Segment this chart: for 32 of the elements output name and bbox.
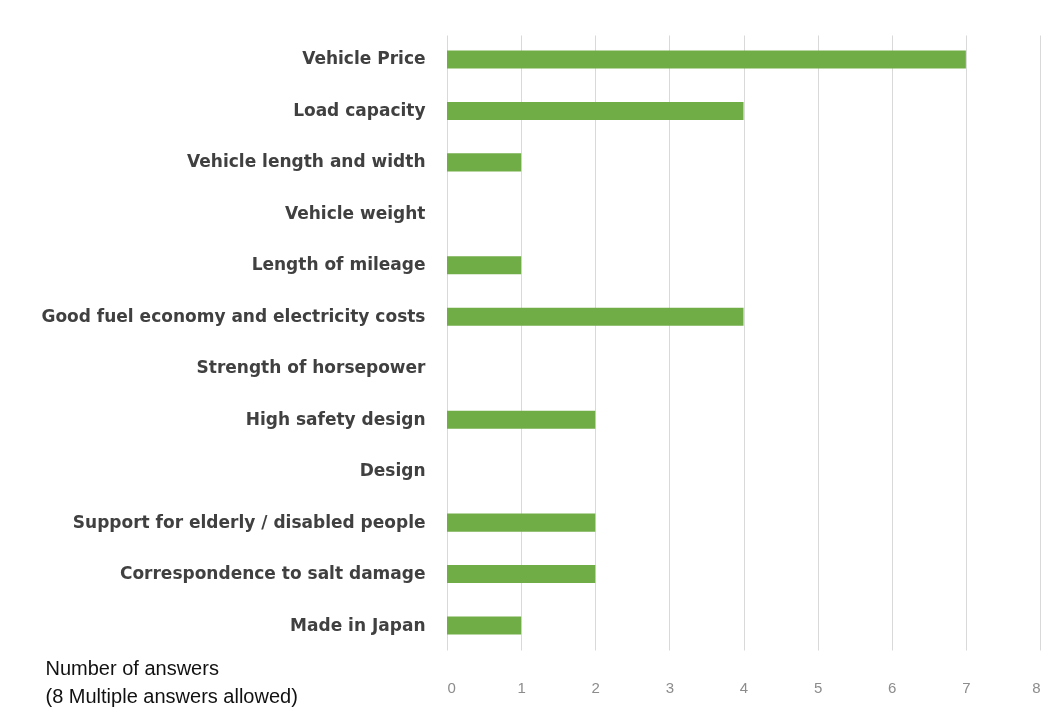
x-tick-label: 2 bbox=[591, 678, 600, 696]
y-tick-label: Length of mileage bbox=[251, 254, 426, 275]
y-tick-label: High safety design bbox=[245, 408, 426, 429]
y-tick-label: Vehicle Price bbox=[302, 48, 426, 69]
x-tick-label: 6 bbox=[888, 678, 897, 696]
text: (8 Multiple answers allowed) bbox=[45, 684, 298, 707]
x-tick-label: 1 bbox=[517, 678, 526, 696]
text: Number of answers bbox=[45, 656, 219, 679]
bar bbox=[447, 256, 522, 275]
y-tick-label: Correspondence to salt damage bbox=[119, 563, 426, 584]
x-tick-label: 0 bbox=[447, 678, 456, 696]
y-tick-label: Load capacity bbox=[293, 99, 426, 120]
bar bbox=[447, 101, 744, 120]
bar bbox=[447, 307, 744, 326]
x-tick-label: 5 bbox=[813, 678, 823, 696]
bar bbox=[447, 565, 596, 584]
x-tick-label: 4 bbox=[739, 678, 749, 696]
y-tick-label: Design bbox=[359, 460, 426, 481]
bar bbox=[447, 410, 596, 429]
bar bbox=[447, 153, 522, 172]
y-tick-label: Strength of horsepower bbox=[196, 357, 427, 378]
y-tick-label: Good fuel economy and electricity costs bbox=[41, 305, 426, 326]
x-tick-label: 3 bbox=[665, 678, 675, 696]
y-tick-label: Support for elderly / disabled people bbox=[72, 511, 426, 532]
y-tick-label: Vehicle length and width bbox=[187, 151, 426, 172]
y-tick-label: Vehicle weight bbox=[285, 202, 426, 223]
y-tick-label: Made in Japan bbox=[290, 614, 426, 635]
x-tick-label: 8 bbox=[1032, 678, 1041, 696]
bar bbox=[447, 616, 522, 635]
bar bbox=[447, 513, 596, 532]
x-tick-label: 7 bbox=[962, 678, 971, 696]
bar bbox=[447, 50, 966, 69]
